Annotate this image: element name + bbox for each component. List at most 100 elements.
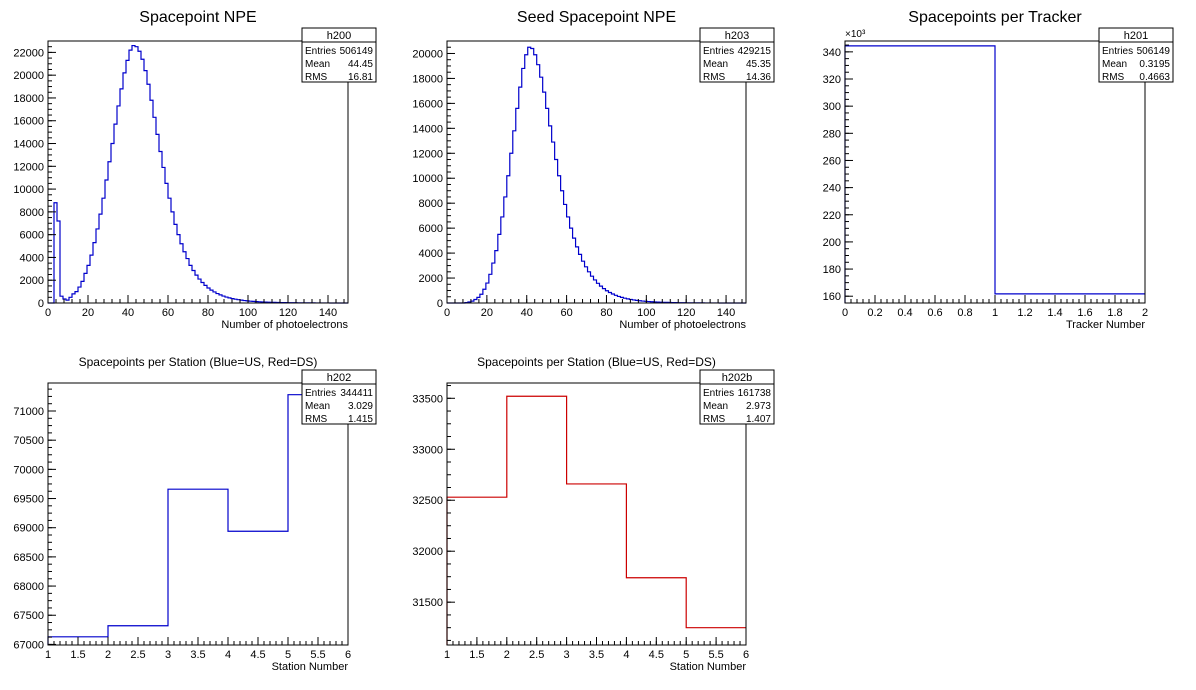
stats-mean-label: Mean [305, 401, 330, 412]
y-tick-label: 70000 [13, 464, 44, 476]
stats-name: h202 [327, 372, 351, 384]
histogram-series-line [447, 46, 746, 304]
stats-entries-label: Entries [1102, 46, 1133, 57]
x-tick-label: 3 [165, 649, 171, 661]
x-tick-label: 3 [564, 649, 570, 661]
y-tick-label: 260 [823, 155, 841, 167]
y-tick-label: 340 [823, 47, 841, 59]
y-tick-label: 69000 [13, 523, 44, 535]
stats-rms-label: RMS [1102, 72, 1125, 83]
y-tick-label: 20000 [13, 70, 44, 82]
y-tick-label: 2000 [419, 273, 443, 285]
x-tick-label: 140 [319, 307, 337, 319]
x-tick-label: 2 [504, 649, 510, 661]
y-tick-label: 2000 [20, 275, 44, 287]
y-tick-label: 200 [823, 237, 841, 249]
y-tick-label: 10000 [13, 184, 44, 196]
x-tick-label: 1 [444, 649, 450, 661]
stats-mean-value: 3.029 [348, 401, 373, 412]
x-tick-label: 120 [677, 307, 695, 319]
stats-box-frame [699, 27, 775, 83]
y-tick-label: 6000 [419, 223, 443, 235]
y-tick-label: 68000 [13, 581, 44, 593]
y-tick-label: 320 [823, 74, 841, 86]
y-tick-label: 6000 [20, 230, 44, 242]
y-tick-label: 68500 [13, 552, 44, 564]
y-tick-label: 71000 [13, 406, 44, 418]
y-tick-label: 20000 [412, 48, 443, 60]
stats-mean-label: Mean [703, 59, 728, 70]
x-axis-label: Station Number [272, 661, 349, 673]
y-tick-label: 33000 [412, 444, 443, 456]
stats-mean-value: 0.3195 [1139, 59, 1170, 70]
x-tick-label: 1.6 [1077, 307, 1092, 319]
x-tick-label: 0.6 [927, 307, 942, 319]
stats-mean-label: Mean [1102, 59, 1127, 70]
y-tick-label: 10000 [412, 173, 443, 185]
y-tick-label: 14000 [412, 123, 443, 135]
x-axis-label: Station Number [670, 661, 747, 673]
x-tick-label: 20 [481, 307, 493, 319]
x-tick-label: 3.5 [589, 649, 604, 661]
y-tick-label: 16000 [13, 116, 44, 128]
stats-entries-value: 506149 [340, 46, 374, 57]
y-tick-label: 4000 [20, 252, 44, 264]
stats-entries-value: 429215 [738, 46, 772, 57]
stats-rms-label: RMS [703, 414, 726, 425]
stats-rms-label: RMS [305, 72, 328, 83]
y-tick-label: 14000 [13, 139, 44, 151]
chart-title: Spacepoints per Station (Blue=US, Red=DS… [79, 355, 318, 369]
y-tick-label: 67000 [13, 639, 44, 651]
x-tick-label: 6 [345, 649, 351, 661]
x-tick-label: 20 [82, 307, 94, 319]
histogram-panel-1: Seed Spacepoint NPE 0 20 40 60 80 100 120 140 0 20… [412, 9, 775, 331]
x-tick-label: 0.4 [897, 307, 912, 319]
x-tick-label: 60 [560, 307, 572, 319]
stats-rms-value: 14.36 [746, 72, 771, 83]
stats-name: h201 [1124, 30, 1148, 42]
stats-name: h202b [722, 372, 753, 384]
x-tick-label: 6 [743, 649, 749, 661]
stats-entries-value: 161738 [738, 388, 772, 399]
stats-mean-value: 45.35 [746, 59, 771, 70]
y-tick-label: 8000 [20, 207, 44, 219]
y-tick-label: 32500 [412, 495, 443, 507]
y-tick-label: 280 [823, 128, 841, 140]
stats-box: h202 Entries 344411 Mean 3.029 RMS 1.415 [301, 369, 377, 425]
stats-entries-label: Entries [305, 46, 336, 57]
x-tick-label: 1.4 [1047, 307, 1062, 319]
stats-box: h200 Entries 506149 Mean 44.45 RMS 16.81 [301, 27, 377, 83]
histogram-panel-0: Spacepoint NPE 0 20 40 60 80 100 120 140 0 2000 400… [13, 9, 377, 331]
x-tick-label: 4.5 [250, 649, 265, 661]
chart-title: Spacepoints per Tracker [908, 9, 1082, 26]
y-tick-label: 180 [823, 264, 841, 276]
stats-box: h203 Entries 429215 Mean 45.35 RMS 14.36 [699, 27, 775, 83]
x-tick-label: 0.2 [867, 307, 882, 319]
y-tick-label: 18000 [412, 73, 443, 85]
histogram-panel-4: Spacepoints per Station (Blue=US, Red=DS… [412, 355, 775, 673]
stats-entries-label: Entries [305, 388, 336, 399]
stats-mean-label: Mean [305, 59, 330, 70]
y-tick-label: 12000 [13, 161, 44, 173]
histogram-panel-2: Spacepoints per Tracker 0 0.2 0.4 0.6 0.8 1 1.2… [823, 9, 1174, 331]
stats-rms-value: 0.4663 [1139, 72, 1170, 83]
y-tick-label: 31500 [412, 597, 443, 609]
x-tick-label: 3.5 [190, 649, 205, 661]
x-tick-label: 1.5 [469, 649, 484, 661]
x-tick-label: 2 [1142, 307, 1148, 319]
histogram-series-line [47, 394, 348, 645]
y-tick-label: 300 [823, 101, 841, 113]
x-tick-label: 4.5 [649, 649, 664, 661]
x-tick-label: 0 [45, 307, 51, 319]
x-tick-label: 60 [162, 307, 174, 319]
stats-name: h200 [327, 30, 351, 42]
stats-mean-label: Mean [703, 401, 728, 412]
stats-box-frame [699, 369, 775, 425]
x-tick-label: 5.5 [310, 649, 325, 661]
y-tick-label: 160 [823, 291, 841, 303]
stats-rms-label: RMS [703, 72, 726, 83]
y-tick-label: 220 [823, 210, 841, 222]
x-tick-label: 100 [239, 307, 257, 319]
stats-box: h201 Entries 506149 Mean 0.3195 RMS 0.4663 [1098, 27, 1174, 83]
